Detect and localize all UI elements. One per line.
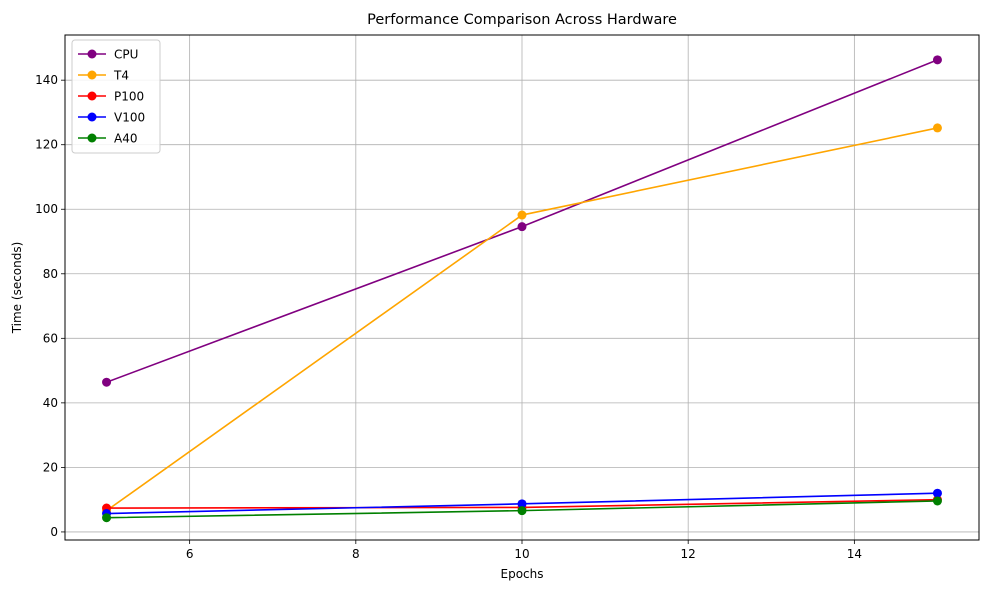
legend-label: A40 (114, 132, 137, 146)
data-point-cpu (517, 222, 527, 232)
series-layer (102, 55, 942, 523)
y-tick-label: 120 (35, 138, 58, 152)
legend-swatch-marker (87, 112, 97, 122)
legend-label: V100 (114, 111, 145, 125)
chart-title: Performance Comparison Across Hardware (367, 12, 677, 28)
x-tick-label: 12 (681, 547, 696, 561)
data-point-a40 (932, 496, 942, 506)
legend-label: T4 (113, 69, 129, 83)
legend-item-cpu: CPU (78, 48, 138, 62)
data-point-v100 (517, 499, 527, 509)
y-tick-label: 140 (35, 73, 58, 87)
y-tick-label: 60 (43, 331, 58, 345)
series-a40 (102, 496, 942, 523)
data-point-t4 (932, 123, 942, 133)
legend-label: CPU (114, 48, 138, 62)
x-tick-label: 14 (847, 547, 862, 561)
legend-label: P100 (114, 90, 144, 104)
series-cpu (102, 55, 942, 387)
legend-swatch-marker (87, 70, 97, 80)
legend-item-t4: T4 (78, 69, 129, 83)
legend: CPU T4 P100 V100 A40 (71, 39, 161, 154)
data-point-v100 (932, 488, 942, 498)
y-axis-label: Time (seconds) (10, 242, 24, 335)
legend-swatch-marker (87, 49, 97, 59)
legend-swatch-marker (87, 133, 97, 143)
y-tick-label: 80 (43, 267, 58, 281)
x-tick-label: 10 (514, 547, 529, 561)
data-point-cpu (932, 55, 942, 65)
legend-item-v100: V100 (78, 111, 145, 125)
y-tick-label: 40 (43, 396, 58, 410)
y-tick-label: 20 (43, 460, 58, 474)
data-point-a40 (517, 506, 527, 516)
grid-lines (65, 35, 979, 540)
legend-item-a40: A40 (78, 132, 137, 146)
x-axis-label: Epochs (501, 567, 544, 581)
y-tick-label: 100 (35, 202, 58, 216)
legend-item-p100: P100 (78, 90, 144, 104)
x-tick-label: 8 (352, 547, 360, 561)
legend-swatch-marker (87, 91, 97, 101)
data-point-cpu (102, 377, 112, 387)
data-point-a40 (102, 513, 112, 523)
y-tick-label: 0 (50, 525, 58, 539)
x-tick-label: 6 (186, 547, 194, 561)
data-point-t4 (517, 210, 527, 220)
legend-box (71, 39, 161, 154)
